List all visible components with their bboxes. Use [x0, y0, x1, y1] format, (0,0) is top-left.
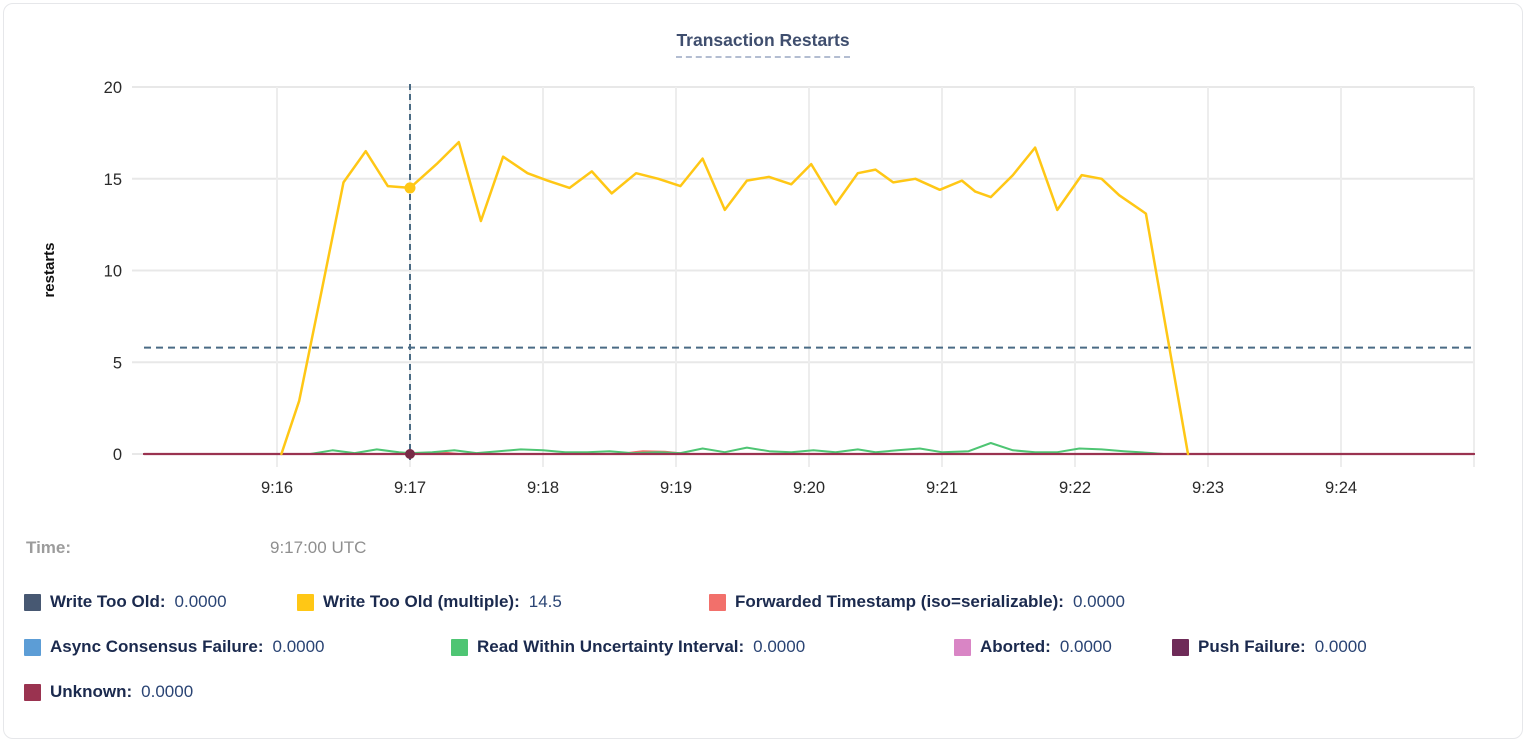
legend-value: 0.0000 — [1072, 592, 1125, 611]
legend-label: Write Too Old (multiple): — [323, 592, 520, 611]
y-tick-label: 15 — [104, 171, 122, 189]
legend-item-write_too_old_multiple: Write Too Old (multiple): 14.5 — [297, 592, 562, 612]
legend-swatch-icon — [297, 593, 314, 611]
legend-item-async_consensus: Async Consensus Failure: 0.0000 — [24, 637, 325, 657]
time-value: 9:17:00 UTC — [270, 538, 367, 557]
x-tick-label: 9:16 — [261, 479, 293, 497]
legend-value: 14.5 — [528, 592, 562, 611]
x-tick-label: 9:18 — [527, 479, 559, 497]
legend-label: Forwarded Timestamp (iso=serializable): — [735, 592, 1064, 611]
series-line-read_within_uncertainty — [309, 442, 1165, 455]
legend-item-unknown: Unknown: 0.0000 — [24, 682, 193, 702]
legend-item-read_within_uncertainty: Read Within Uncertainty Interval: 0.0000 — [451, 637, 805, 657]
legend-label: Read Within Uncertainty Interval: — [477, 637, 745, 656]
legend-label: Unknown: — [50, 682, 133, 701]
legend-swatch-icon — [24, 683, 41, 701]
legend-value: 0.0000 — [753, 637, 806, 656]
chart-title[interactable]: Transaction Restarts — [676, 30, 850, 58]
legend-item-write_too_old: Write Too Old: 0.0000 — [24, 592, 227, 612]
legend-value: 0.0000 — [174, 592, 227, 611]
time-label: Time: — [26, 538, 72, 557]
chart-title-wrap: Transaction Restarts — [4, 30, 1522, 58]
transaction-restarts-chart[interactable]: 0 5 10 15 20 9:16 9:17 9:18 9:19 9:20 9:21 9:22 9:23… — [4, 4, 1528, 509]
legend-value: 0.0000 — [1059, 637, 1112, 656]
y-tick-label: 5 — [113, 354, 122, 372]
y-tick-label: 10 — [104, 263, 122, 281]
y-tick-label: 20 — [104, 79, 122, 97]
legend-label: Push Failure: — [1198, 637, 1306, 656]
legend-row: Write Too Old: 0.0000 Write Too Old (multi… — [4, 592, 1522, 618]
x-tick-label: 9:22 — [1059, 479, 1091, 497]
legend-swatch-icon — [451, 638, 468, 656]
x-tick-label: 9:23 — [1192, 479, 1224, 497]
legend-value: 0.0000 — [272, 637, 325, 656]
legend-swatch-icon — [709, 593, 726, 611]
highlight-dot — [404, 182, 416, 194]
legend-swatch-icon — [1172, 638, 1189, 656]
legend-swatch-icon — [24, 638, 41, 656]
x-tick-label: 9:17 — [394, 479, 426, 497]
x-tick-label: 9:19 — [660, 479, 692, 497]
series-line-write_too_old_multiple — [280, 140, 1190, 456]
x-tick-label: 9:21 — [926, 479, 958, 497]
legend-swatch-icon — [24, 593, 41, 611]
x-tick-label: 9:20 — [793, 479, 825, 497]
legend-row: Unknown: 0.0000 — [4, 682, 1522, 708]
highlight-dot — [405, 449, 415, 459]
legend-item-push_failure: Push Failure: 0.0000 — [1172, 637, 1367, 657]
y-tick-label: 0 — [113, 446, 122, 464]
legend-item-aborted: Aborted: 0.0000 — [954, 637, 1112, 657]
legend-swatch-icon — [954, 638, 971, 656]
legend-row: Async Consensus Failure: 0.0000 Read Withi… — [4, 637, 1522, 663]
legend-label: Aborted: — [980, 637, 1051, 656]
legend-label: Async Consensus Failure: — [50, 637, 264, 656]
time-readout: Time: 9:17:00 UTC — [4, 538, 1522, 564]
y-axis-label: restarts — [41, 242, 58, 297]
legend-value: 0.0000 — [141, 682, 194, 701]
legend-label: Write Too Old: — [50, 592, 166, 611]
legend-value: 0.0000 — [1314, 637, 1367, 656]
x-tick-label: 9:24 — [1325, 479, 1357, 497]
chart-card: 0 5 10 15 20 9:16 9:17 9:18 9:19 9:20 9:21 9:22 9:23… — [3, 3, 1523, 739]
legend-item-forwarded_timestamp: Forwarded Timestamp (iso=serializable): 0… — [709, 592, 1125, 612]
